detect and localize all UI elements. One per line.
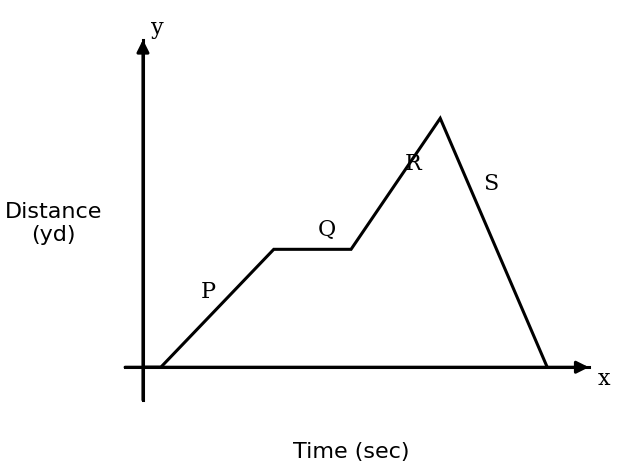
Text: P: P: [201, 281, 216, 303]
Text: Time (sec): Time (sec): [293, 442, 409, 462]
Text: y: y: [151, 17, 164, 39]
Text: S: S: [483, 173, 499, 195]
Text: Distance
(yd): Distance (yd): [5, 201, 102, 245]
Text: R: R: [405, 153, 422, 175]
Text: x: x: [597, 368, 610, 390]
Text: Q: Q: [318, 219, 336, 241]
